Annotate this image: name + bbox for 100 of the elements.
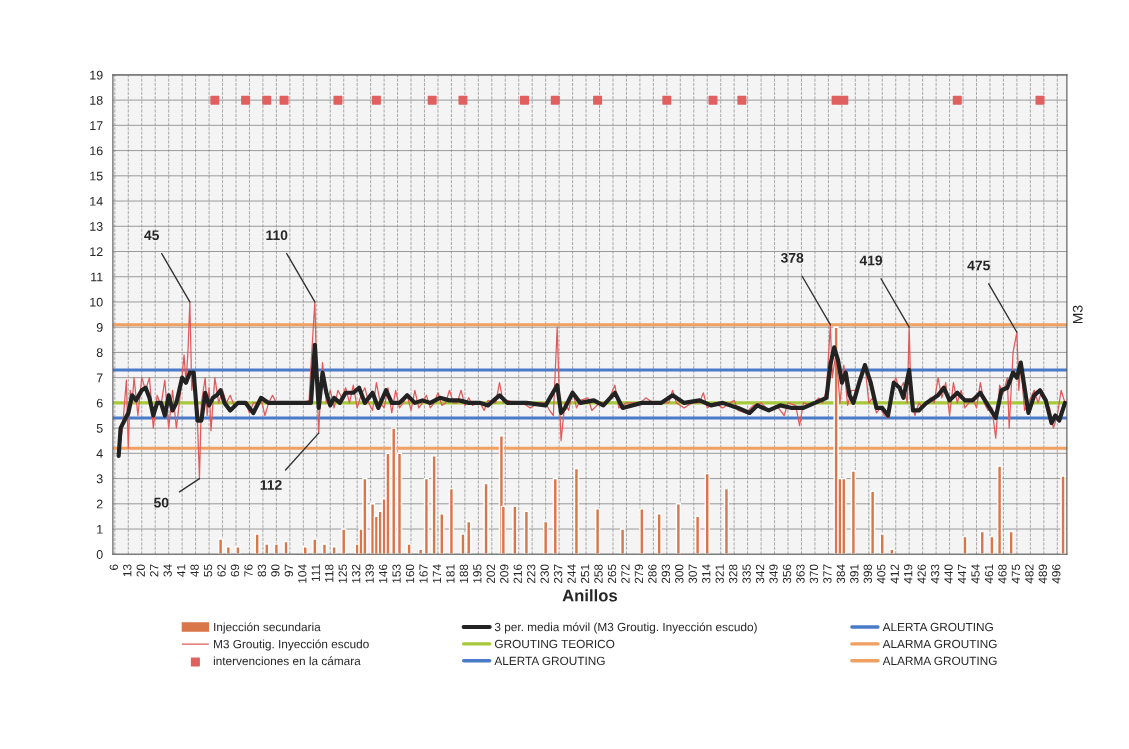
y-tick-label: 3 xyxy=(96,474,103,484)
annotation: 112 xyxy=(260,480,282,490)
x-tick-label: 307 xyxy=(688,564,697,584)
y-tick-label: 5 xyxy=(96,424,103,433)
x-tick-label: 139 xyxy=(365,564,374,583)
x-tick-label: 62 xyxy=(217,564,226,577)
line-series xyxy=(116,342,1067,458)
x-tick-label: 377 xyxy=(823,564,832,584)
x-tick-label: 342 xyxy=(755,564,765,584)
x-tick-label: 370 xyxy=(809,564,819,584)
x-tick-label: 55 xyxy=(204,564,213,577)
x-tick-label: 321 xyxy=(715,564,724,584)
x-tick-label: 440 xyxy=(944,564,953,584)
x-tick-label: 475 xyxy=(1011,564,1021,584)
x-tick-label: 83 xyxy=(257,564,267,577)
x-tick-label: 153 xyxy=(392,564,401,583)
y-tick-label: 18 xyxy=(90,95,103,105)
y-tick-label: 6 xyxy=(96,398,103,408)
x-tick-label: 48 xyxy=(190,564,199,577)
x-tick-label: 405 xyxy=(877,564,886,584)
y-tick-label: 11 xyxy=(91,272,103,282)
legend-label: intervenciones en la cámara xyxy=(213,656,361,666)
x-tick-label: 426 xyxy=(917,564,926,584)
x-tick-label: 447 xyxy=(957,564,967,584)
x-tick-label: 202 xyxy=(486,564,495,584)
x-tick-label: 293 xyxy=(661,564,671,584)
y-tick-label: 14 xyxy=(90,196,103,206)
x-tick-label: 118 xyxy=(325,564,334,582)
x-tick-label: 97 xyxy=(284,564,294,577)
annotation: 475 xyxy=(967,260,990,271)
x-tick-label: 398 xyxy=(863,564,872,584)
x-tick-label: 251 xyxy=(580,564,590,584)
x-tick-label: 181 xyxy=(446,564,455,583)
x-tick-label: 34 xyxy=(163,564,172,577)
y-tick-label: 8 xyxy=(96,348,103,358)
x-tick-label: 349 xyxy=(769,564,778,584)
x-tick-label: 167 xyxy=(419,564,428,583)
x-tick-label: 27 xyxy=(150,564,159,577)
x-tick-label: 188 xyxy=(459,564,469,583)
x-tick-label: 363 xyxy=(796,564,805,584)
annotation: 419 xyxy=(859,255,883,266)
x-tick-label: 146 xyxy=(378,564,388,583)
y-tick-label: 2 xyxy=(96,499,103,509)
x-tick-label: 237 xyxy=(553,564,563,584)
x-tick-label: 13 xyxy=(123,564,132,577)
y-tick-label: 9 xyxy=(96,323,103,332)
annotation: 378 xyxy=(780,252,804,263)
y-tick-label: 4 xyxy=(96,449,103,458)
x-tick-label: 76 xyxy=(244,564,253,577)
y-tick-label: 15 xyxy=(90,171,103,181)
x-tick-label: 356 xyxy=(782,564,792,584)
annotation: 45 xyxy=(144,230,160,241)
x-tick-label: 104 xyxy=(298,564,307,583)
legend-label: 3 per. media móvil (M3 Groutig. Inyección escudo) xyxy=(494,622,757,634)
x-tick-label: 69 xyxy=(230,564,240,577)
y-tick-label: 16 xyxy=(90,146,103,156)
x-tick-label: 384 xyxy=(836,564,846,584)
legend-label: GROUTING TEORICO xyxy=(494,639,615,649)
x-tick-label: 90 xyxy=(271,564,280,577)
legend-label: ALARMA GROUTING xyxy=(882,656,997,666)
x-tick-label: 265 xyxy=(607,564,617,584)
x-tick-label: 125 xyxy=(338,564,347,583)
x-tick-label: 468 xyxy=(998,564,1007,584)
x-tick-label: 160 xyxy=(405,564,415,583)
x-tick-label: 41 xyxy=(177,564,186,577)
x-tick-label: 419 xyxy=(904,564,913,584)
annotation: 50 xyxy=(154,497,169,508)
x-tick-label: 111 xyxy=(311,564,320,582)
x-axis-title: Anillos xyxy=(562,589,617,602)
x-tick-label: 6 xyxy=(109,564,118,570)
x-tick-label: 286 xyxy=(648,564,657,584)
x-tick-label: 244 xyxy=(567,564,576,584)
x-tick-label: 454 xyxy=(971,564,980,584)
x-tick-label: 279 xyxy=(634,564,644,584)
legend-label: Injección secundaria xyxy=(214,622,321,634)
x-tick-label: 174 xyxy=(432,564,442,583)
x-tick-label: 132 xyxy=(351,564,361,583)
x-tick-label: 230 xyxy=(540,564,549,584)
annotation: 110 xyxy=(266,230,288,241)
x-tick-label: 496 xyxy=(1052,564,1061,584)
x-tick-label: 335 xyxy=(742,564,751,584)
x-tick-label: 433 xyxy=(930,564,940,584)
x-tick-label: 391 xyxy=(850,564,859,584)
x-tick-label: 482 xyxy=(1025,564,1034,584)
y-tick-label: 0 xyxy=(96,550,103,559)
x-tick-label: 314 xyxy=(702,564,711,584)
x-tick-label: 223 xyxy=(527,564,536,584)
legend-label: ALARMA GROUTING xyxy=(882,639,997,649)
y-tick-label: 1 xyxy=(97,524,103,534)
x-tick-label: 412 xyxy=(890,564,899,584)
x-tick-label: 258 xyxy=(594,564,603,584)
x-tick-label: 328 xyxy=(728,564,738,584)
y-axis-title: M3 xyxy=(1072,305,1083,324)
x-tick-label: 272 xyxy=(621,564,630,584)
x-tick-label: 300 xyxy=(675,564,684,584)
y-tick-label: 17 xyxy=(90,121,103,130)
y-tick-label: 19 xyxy=(90,70,103,80)
x-tick-label: 209 xyxy=(500,564,509,584)
legend-label: ALERTA GROUTING xyxy=(494,656,605,666)
legend-label: ALERTA GROUTING xyxy=(882,622,993,632)
